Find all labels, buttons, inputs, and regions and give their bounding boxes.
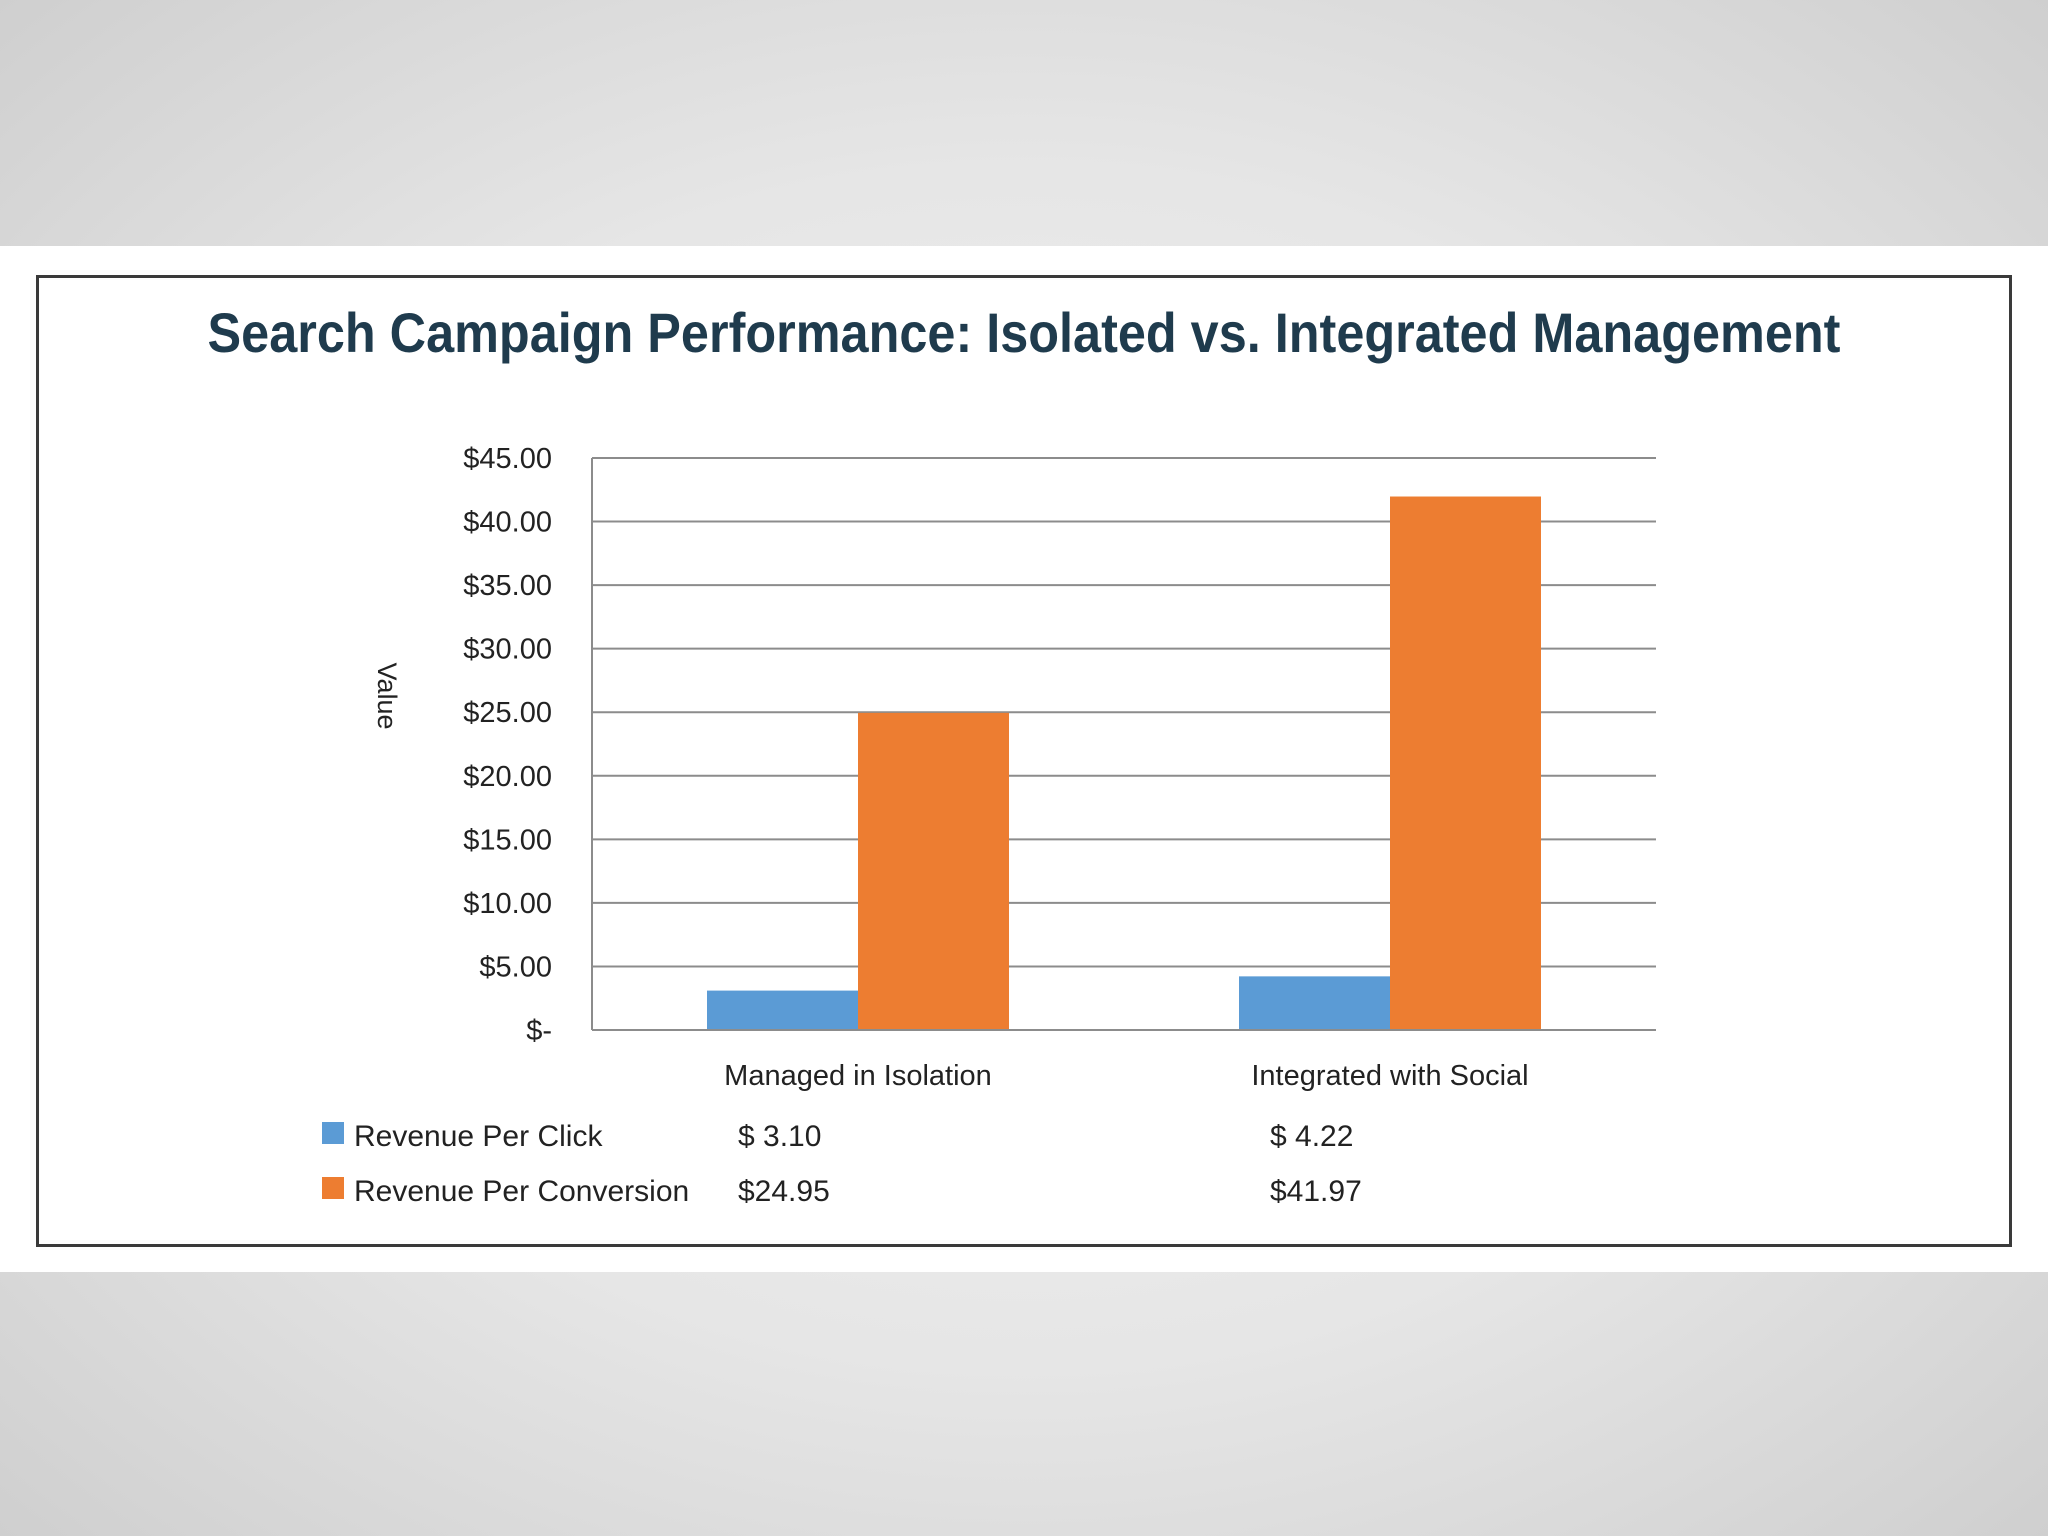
bar-revenue-per-conversion-1 bbox=[1390, 496, 1541, 1031]
table-value-1-0: $24.95 bbox=[738, 1175, 830, 1208]
axis-labels: $- $5.00 $10.00 $15.00 $20.00 $25.00 $30.00 $35… bbox=[372, 443, 1529, 1092]
y-tick-label-5: $25.00 bbox=[463, 697, 552, 729]
legend-swatch-1 bbox=[322, 1177, 344, 1199]
table-value-1-1: $41.97 bbox=[1270, 1175, 1362, 1208]
y-tick-label-7: $35.00 bbox=[463, 570, 552, 602]
bar-revenue-per-conversion-0 bbox=[858, 712, 1009, 1030]
bar-revenue-per-click-0 bbox=[707, 990, 858, 1030]
legend-label-1: Revenue Per Conversion bbox=[354, 1175, 689, 1208]
y-tick-label-8: $40.00 bbox=[463, 507, 552, 539]
y-tick-label-0: $- bbox=[526, 1015, 552, 1047]
legend-label-0: Revenue Per Click bbox=[354, 1120, 603, 1153]
axes bbox=[591, 458, 1656, 1031]
y-tick-label-2: $10.00 bbox=[463, 888, 552, 920]
y-axis-label: Value bbox=[372, 662, 402, 729]
table-value-0-0: $ 3.10 bbox=[738, 1120, 821, 1153]
y-tick-label-3: $15.00 bbox=[463, 824, 552, 856]
legend-swatch-0 bbox=[322, 1122, 344, 1144]
y-tick-label-9: $45.00 bbox=[463, 443, 552, 475]
table-value-0-1: $ 4.22 bbox=[1270, 1120, 1353, 1153]
bars bbox=[707, 496, 1541, 1031]
y-tick-label-1: $5.00 bbox=[479, 951, 552, 983]
y-tick-label-6: $30.00 bbox=[463, 634, 552, 666]
y-tick-label-4: $20.00 bbox=[463, 761, 552, 793]
x-category-label-0: Managed in Isolation bbox=[724, 1060, 992, 1092]
chart-frame bbox=[36, 275, 2012, 1247]
bar-revenue-per-click-1 bbox=[1239, 976, 1390, 1030]
data-table: Revenue Per Click $ 3.10 $ 4.22 Revenue Per… bbox=[322, 1120, 1362, 1208]
chart-title: Search Campaign Performance: Isolated vs… bbox=[207, 301, 1841, 364]
x-category-label-1: Integrated with Social bbox=[1251, 1060, 1528, 1092]
